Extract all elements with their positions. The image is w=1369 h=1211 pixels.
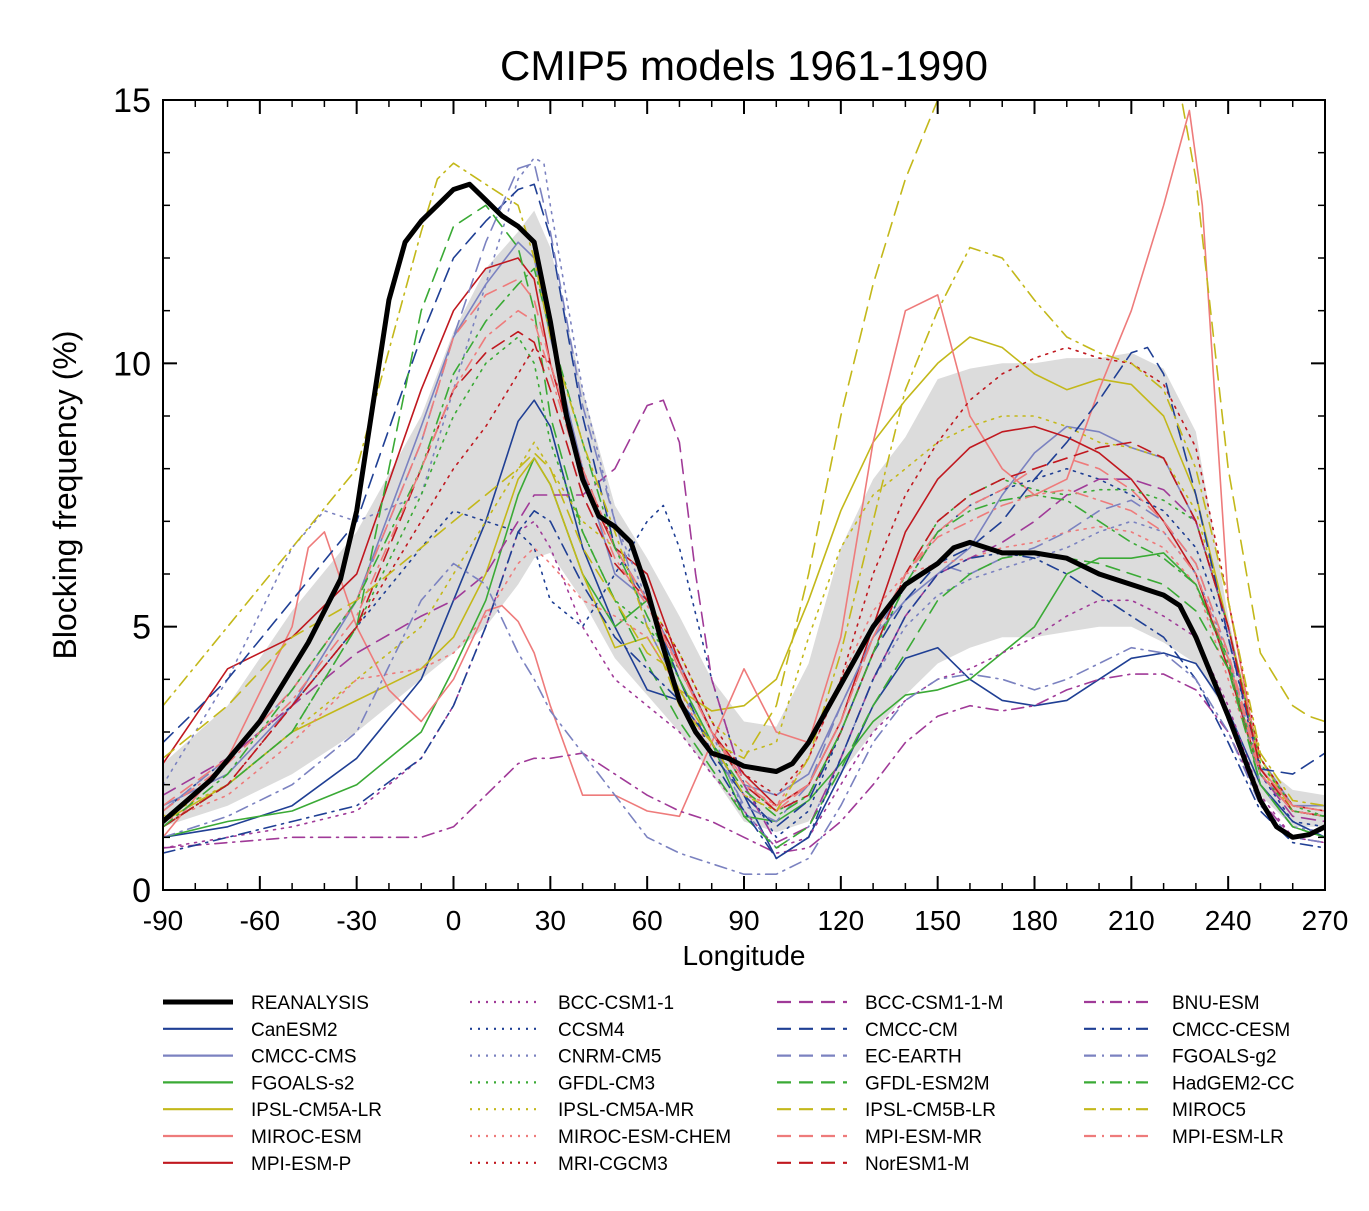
series-line-gfdl-esm2m	[163, 204, 1325, 849]
legend-label: BNU-ESM	[1172, 993, 1260, 1014]
legend-label: MPI-ESM-LR	[1172, 1127, 1284, 1148]
legend-label: BCC-CSM1-1	[558, 993, 674, 1014]
x-tick-label: -30	[336, 905, 376, 936]
series-line-ccsm4	[163, 467, 1325, 839]
legend-label: GFDL-CM3	[558, 1073, 655, 1094]
y-tick-label: 0	[132, 872, 151, 910]
series-line-hadgem2-cc	[163, 267, 1325, 828]
spread-band-layer	[163, 210, 1325, 833]
legend-label: EC-EARTH	[865, 1047, 962, 1068]
x-tick-label: 270	[1302, 905, 1349, 936]
series-line-noresm1-m	[163, 330, 1325, 828]
spread-band	[163, 210, 1325, 833]
legend-label: FGOALS-g2	[1172, 1047, 1277, 1068]
x-tick-label: 30	[535, 905, 566, 936]
x-tick-label: -90	[143, 905, 183, 936]
x-tick-label: 180	[1011, 905, 1058, 936]
legend-label: CMCC-CM	[865, 1020, 958, 1041]
x-tick-label: -60	[240, 905, 280, 936]
legend-label: CMCC-CESM	[1172, 1020, 1290, 1041]
legend-label: IPSL-CM5B-LR	[865, 1100, 996, 1121]
legend: REANALYSIS CanESM2 CMCC-CMS FGOALS-s2 IPSL-C…	[163, 993, 1294, 1175]
x-tick-label: 60	[632, 905, 663, 936]
x-tick-label: 120	[817, 905, 864, 936]
x-tick-label: 150	[914, 905, 961, 936]
x-tick-label: 240	[1205, 905, 1252, 936]
legend-label: GFDL-ESM2M	[865, 1073, 990, 1094]
y-tick-label: 15	[113, 82, 151, 120]
legend-label: IPSL-CM5A-MR	[558, 1100, 694, 1121]
series-line-cmcc-cm	[163, 183, 1325, 828]
series-line-mpi-esm-lr	[163, 309, 1325, 818]
y-tick-label: 5	[132, 609, 151, 647]
legend-label: MIROC-ESM-CHEM	[558, 1127, 731, 1148]
series-line-miroc5	[163, 162, 1325, 812]
axis-layer: -90 -60 -30 0 30 60 90 120 150 180 210 240 270 0 5 10 15	[113, 82, 1348, 936]
series-line-miroc-esm	[163, 109, 1325, 839]
x-axis-label: Longitude	[682, 940, 805, 971]
series-line-cmcc-cesm	[163, 510, 1325, 860]
legend-label: MPI-ESM-P	[251, 1154, 351, 1175]
legend-label: IPSL-CM5A-LR	[251, 1100, 382, 1121]
series-line-cnrm-cm5	[163, 157, 1325, 849]
legend-label: MPI-ESM-MR	[865, 1127, 982, 1148]
y-tick-label: 10	[113, 345, 151, 383]
x-tick-label: 0	[446, 905, 462, 936]
y-axis-label: Blocking frequency (%)	[47, 330, 83, 659]
series-line-miroc-esm-chem	[163, 525, 1325, 823]
legend-label: CanESM2	[251, 1020, 338, 1041]
legend-label: NorESM1-M	[865, 1154, 970, 1175]
legend-label: MRI-CGCM3	[558, 1154, 668, 1175]
series-line-reanalysis	[163, 181, 1325, 840]
legend-label: CMCC-CMS	[251, 1047, 357, 1068]
x-tick-label: 90	[728, 905, 759, 936]
series-line-ipsl-cm5b-lr	[163, 100, 1325, 760]
series-line-fgoals-g2	[163, 562, 1325, 875]
series-line-gfdl-cm3	[163, 336, 1325, 828]
chart-title: CMIP5 models 1961-1990	[500, 42, 988, 89]
legend-label: CCSM4	[558, 1020, 625, 1041]
series-line-bcc-csm1-1-m	[163, 399, 1325, 844]
legend-label: HadGEM2-CC	[1172, 1073, 1294, 1094]
legend-label: MIROC5	[1172, 1100, 1246, 1121]
series-layer	[163, 100, 1325, 875]
legend-label: CNRM-CM5	[558, 1047, 661, 1068]
legend-label: BCC-CSM1-1-M	[865, 993, 1003, 1014]
series-line-bnu-esm	[163, 673, 1325, 854]
legend-label: MIROC-ESM	[251, 1127, 362, 1148]
legend-label: FGOALS-s2	[251, 1073, 354, 1094]
x-tick-label: 210	[1108, 905, 1155, 936]
legend-label: REANALYSIS	[251, 993, 369, 1014]
series-line-mri-cgcm3	[163, 346, 1325, 828]
